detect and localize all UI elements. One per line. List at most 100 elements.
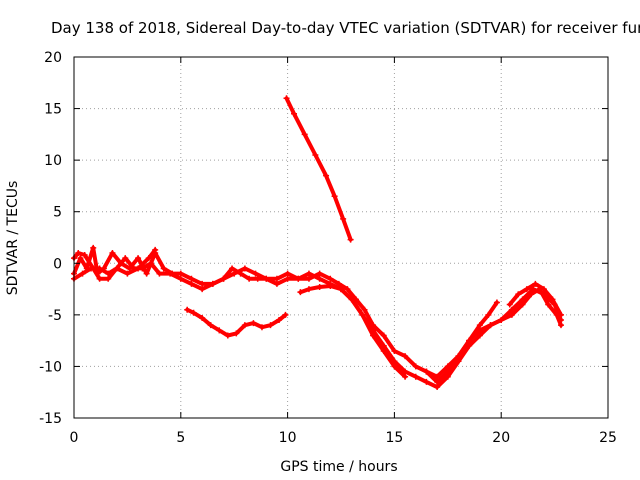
data-point <box>444 363 451 370</box>
x-tick-label: 5 <box>176 430 185 446</box>
data-point <box>391 347 398 354</box>
data-point <box>241 265 248 272</box>
y-tick-label: 15 <box>44 102 62 118</box>
data-point <box>284 270 291 277</box>
data-point <box>558 322 565 329</box>
data-point <box>370 332 377 339</box>
y-axis-label: SDTVAR / TECUs <box>5 181 21 296</box>
data-point <box>252 270 259 277</box>
x-tick-label: 10 <box>279 430 297 446</box>
data-point <box>220 275 227 282</box>
data-point <box>434 384 441 391</box>
data-point <box>348 296 355 303</box>
data-point <box>188 275 195 282</box>
data-point <box>316 275 323 282</box>
data-point <box>258 324 265 331</box>
grid-layer <box>74 57 608 418</box>
data-point <box>167 270 174 277</box>
data-point <box>216 327 223 334</box>
data-point <box>347 236 354 243</box>
data-point <box>549 296 556 303</box>
data-point <box>90 244 97 251</box>
data-point <box>515 291 522 298</box>
data-point <box>455 353 462 360</box>
data-point <box>113 265 120 272</box>
data-point <box>434 378 441 385</box>
data-point <box>145 255 152 262</box>
data-point <box>75 249 82 256</box>
data-point <box>485 311 492 318</box>
y-tick-label: 10 <box>44 153 62 169</box>
data-point <box>380 347 387 354</box>
data-point <box>344 286 351 293</box>
data-point <box>90 265 97 272</box>
series-line-pass-2 <box>72 256 563 390</box>
data-point <box>545 301 552 308</box>
data-point <box>323 172 330 179</box>
data-point <box>96 275 103 282</box>
y-tick-label: 20 <box>44 50 62 66</box>
data-point <box>135 255 142 262</box>
data-point <box>77 255 84 262</box>
data-point <box>188 280 195 287</box>
data-point <box>523 286 530 293</box>
data-point <box>412 373 419 380</box>
data-point <box>81 252 88 259</box>
data-point <box>359 311 366 318</box>
x-axis-label: GPS time / hours <box>280 459 397 475</box>
series-line-pass-7 <box>424 300 499 379</box>
data-point <box>297 289 304 296</box>
data-point <box>558 311 565 318</box>
data-point <box>305 275 312 282</box>
data-point <box>96 265 103 272</box>
data-point <box>444 373 451 380</box>
data-point <box>241 322 248 329</box>
data-point <box>508 306 515 313</box>
tick-layer: 0 5 10 15 20 25 -15 -10 -5 0 5 10 15 20 <box>39 50 617 446</box>
data-point <box>493 299 500 306</box>
plot-frame <box>73 56 609 419</box>
data-point <box>229 265 236 272</box>
data-point <box>109 249 116 256</box>
data-point <box>177 275 184 282</box>
x-tick-label: 20 <box>492 430 510 446</box>
data-point <box>143 270 150 277</box>
data-point <box>312 151 319 158</box>
data-point <box>305 286 312 293</box>
data-point <box>423 368 430 375</box>
data-point <box>340 215 347 222</box>
y-tick-label: 5 <box>53 205 62 221</box>
data-point <box>122 255 129 262</box>
data-point <box>124 270 131 277</box>
data-point <box>79 270 86 277</box>
data-point <box>283 95 290 102</box>
data-point <box>209 280 216 287</box>
data-point <box>434 373 441 380</box>
data-point <box>231 270 238 277</box>
data-point <box>506 301 513 308</box>
data-point <box>455 358 462 365</box>
data-point <box>519 301 526 308</box>
data-point <box>316 284 323 291</box>
data-point <box>190 309 197 316</box>
data-point <box>498 317 505 324</box>
data-point <box>508 311 515 318</box>
data-point <box>295 275 302 282</box>
data-point <box>184 306 191 313</box>
data-point <box>276 317 283 324</box>
data-point <box>147 260 154 267</box>
data-point <box>402 368 409 375</box>
data-point <box>391 363 398 370</box>
series-layer <box>71 95 565 391</box>
data-point <box>250 320 257 327</box>
data-point <box>402 373 409 380</box>
data-point <box>528 291 535 298</box>
data-point <box>282 311 289 318</box>
data-point <box>199 314 206 321</box>
y-tick-label: 0 <box>53 256 62 272</box>
data-point <box>327 282 334 289</box>
data-point <box>338 286 344 293</box>
data-point <box>207 322 214 329</box>
data-point <box>412 363 419 370</box>
